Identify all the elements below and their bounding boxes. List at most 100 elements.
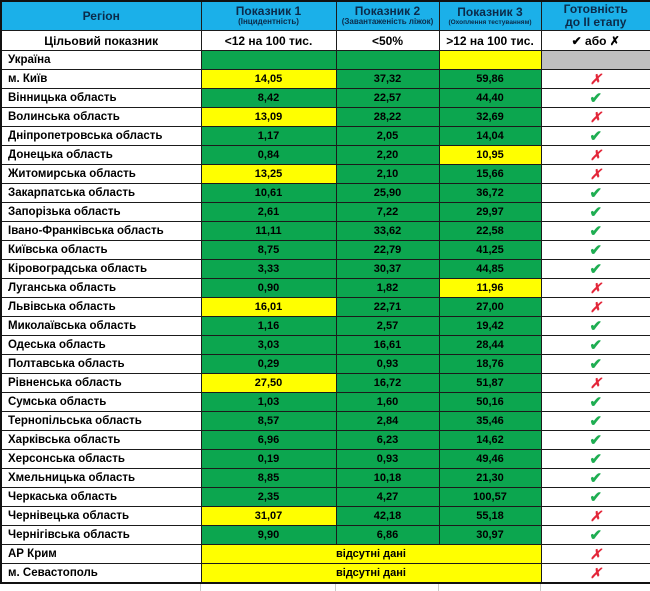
indicator-3-value-cell: 51,87 <box>439 374 541 393</box>
indicator-3-value-cell: 14,62 <box>439 431 541 450</box>
indicator-1-value-cell: 8,57 <box>201 412 336 431</box>
indicator-2-value-cell: 25,90 <box>336 184 439 203</box>
indicator-1-value-cell: 6,96 <box>201 431 336 450</box>
readiness-cell: ✔ <box>541 260 650 279</box>
region-cell: Запорізька область <box>1 203 201 222</box>
region-cell: Вінницька область <box>1 89 201 108</box>
indicator-2-value-cell: 2,57 <box>336 317 439 336</box>
indicator-2-value-cell: 33,62 <box>336 222 439 241</box>
readiness-cell: ✔ <box>541 488 650 507</box>
region-cell: м. Севастополь <box>1 564 201 583</box>
region-cell: Івано-Франківська область <box>1 222 201 241</box>
readiness-cell: ✗ <box>541 279 650 298</box>
indicator-1-subtitle: (Інцидентність) <box>202 18 336 27</box>
readiness-cell: ✔ <box>541 526 650 545</box>
column-header-indicator-2: Показник 2 (Завантаженість ліжок) <box>336 1 439 31</box>
indicator-2-value-cell: 22,71 <box>336 298 439 317</box>
indicator-3-title: Показник 3 <box>440 6 541 19</box>
region-cell: Полтавська область <box>1 355 201 374</box>
readiness-header-line2: до II етапу <box>542 16 650 29</box>
bottom-cell <box>200 584 335 591</box>
readiness-cell: ✗ <box>541 374 650 393</box>
check-icon: ✔ <box>589 394 602 411</box>
indicator-1-value-cell: 16,01 <box>201 298 336 317</box>
indicator-2-value-cell: 1,82 <box>336 279 439 298</box>
indicator-1-value-cell: 0,29 <box>201 355 336 374</box>
cross-icon: ✗ <box>590 508 602 524</box>
check-icon: ✔ <box>589 489 602 506</box>
readiness-cell: ✗ <box>541 70 650 89</box>
check-icon: ✔ <box>589 318 602 335</box>
target-indicator-2: <50% <box>336 31 439 51</box>
readiness-cell: ✔ <box>541 393 650 412</box>
region-cell: Черкаська область <box>1 488 201 507</box>
region-cell: Хмельницька область <box>1 469 201 488</box>
indicator-2-subtitle: (Завантаженість ліжок) <box>337 18 439 27</box>
indicator-2-value-cell: 42,18 <box>336 507 439 526</box>
readiness-cell: ✔ <box>541 203 650 222</box>
header-row: Регіон Показник 1 (Інцидентність) Показн… <box>1 1 650 31</box>
region-cell: Чернівецька область <box>1 507 201 526</box>
indicator-3-value-cell: 15,66 <box>439 165 541 184</box>
cross-icon: ✗ <box>590 109 602 125</box>
indicator-2-value-cell: 22,79 <box>336 241 439 260</box>
indicator-2-value-cell: 0,93 <box>336 355 439 374</box>
indicator-2-value-cell: 28,22 <box>336 108 439 127</box>
indicator-2-value-cell: 37,32 <box>336 70 439 89</box>
indicator-1-value-cell: 8,75 <box>201 241 336 260</box>
indicator-3-value-cell: 18,76 <box>439 355 541 374</box>
indicator-3-value-cell: 32,69 <box>439 108 541 127</box>
region-cell: Луганська область <box>1 279 201 298</box>
indicator-3-value-cell: 27,00 <box>439 298 541 317</box>
indicator-1-value-cell: 9,90 <box>201 526 336 545</box>
check-icon: ✔ <box>589 432 602 449</box>
region-cell: м. Київ <box>1 70 201 89</box>
check-icon: ✔ <box>589 527 602 544</box>
indicator-3-value-cell: 59,86 <box>439 70 541 89</box>
indicator-2-value-cell: 7,22 <box>336 203 439 222</box>
readiness-cell: ✔ <box>541 241 650 260</box>
indicator-1-value-cell: 13,09 <box>201 108 336 127</box>
bottom-cell <box>540 584 650 591</box>
region-cell: Одеська область <box>1 336 201 355</box>
indicator-3-value-cell: 30,97 <box>439 526 541 545</box>
indicator-3-value-cell: 55,18 <box>439 507 541 526</box>
check-icon: ✔ <box>589 337 602 354</box>
indicator-1-value-cell: 0,90 <box>201 279 336 298</box>
indicator-1-value-cell: 0,19 <box>201 450 336 469</box>
indicator-1-value-cell: 3,33 <box>201 260 336 279</box>
readiness-cell: ✔ <box>541 431 650 450</box>
indicator-3-value-cell: 10,95 <box>439 146 541 165</box>
bottom-cell <box>438 584 540 591</box>
no-data-cell: відсутні дані <box>201 564 541 583</box>
region-cell: Кіровоградська область <box>1 260 201 279</box>
target-row-label: Цільовий показник <box>1 31 201 51</box>
readiness-cell: ✗ <box>541 146 650 165</box>
region-cell: АР Крим <box>1 545 201 564</box>
region-cell: Чернігівська область <box>1 526 201 545</box>
readiness-cell <box>541 51 650 70</box>
indicator-1-value-cell: 2,61 <box>201 203 336 222</box>
region-cell: Львівська область <box>1 298 201 317</box>
region-header-label: Регіон <box>2 10 201 23</box>
bottom-cell <box>0 584 200 591</box>
indicator-3-value-cell: 29,97 <box>439 203 541 222</box>
indicator-2-value-cell: 10,18 <box>336 469 439 488</box>
column-header-indicator-3: Показник 3 (Охоплення тестуванням) <box>439 1 541 31</box>
indicator-1-value-cell: 14,05 <box>201 70 336 89</box>
indicator-3-value-cell: 49,46 <box>439 450 541 469</box>
no-data-cell: відсутні дані <box>201 545 541 564</box>
indicator-2-value-cell: 2,84 <box>336 412 439 431</box>
